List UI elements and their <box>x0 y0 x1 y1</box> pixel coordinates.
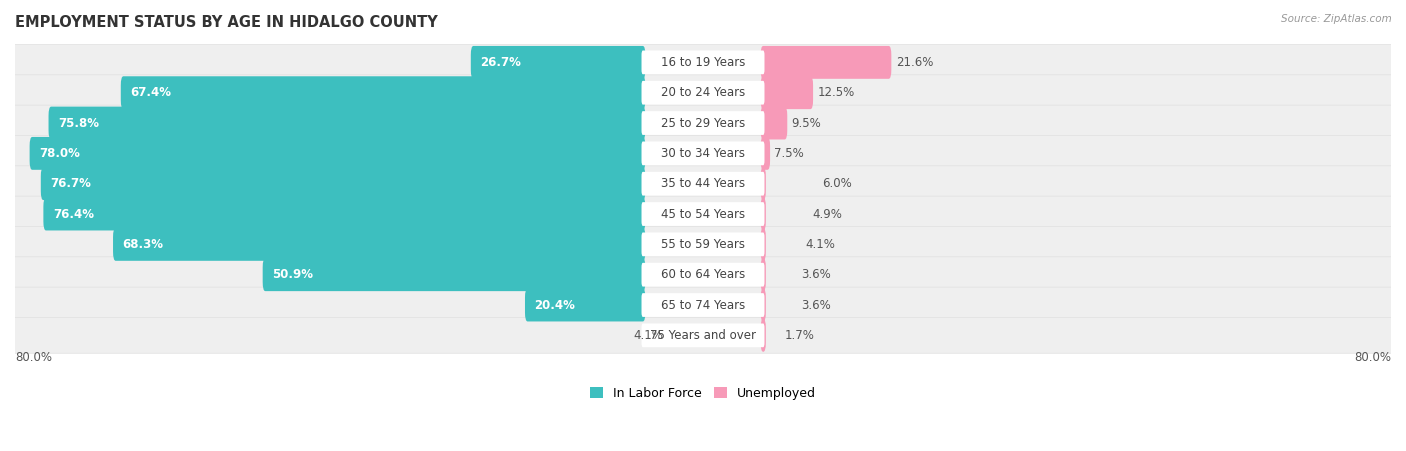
FancyBboxPatch shape <box>8 75 1398 110</box>
FancyBboxPatch shape <box>8 196 1398 232</box>
Text: 75.8%: 75.8% <box>58 116 98 129</box>
FancyBboxPatch shape <box>121 76 645 109</box>
FancyBboxPatch shape <box>641 51 765 74</box>
Text: 55 to 59 Years: 55 to 59 Years <box>661 238 745 251</box>
FancyBboxPatch shape <box>8 287 1398 323</box>
FancyBboxPatch shape <box>524 289 645 322</box>
FancyBboxPatch shape <box>641 232 765 256</box>
Text: Source: ZipAtlas.com: Source: ZipAtlas.com <box>1281 14 1392 23</box>
FancyBboxPatch shape <box>8 226 1398 262</box>
FancyBboxPatch shape <box>761 106 787 139</box>
Text: 16 to 19 Years: 16 to 19 Years <box>661 56 745 69</box>
FancyBboxPatch shape <box>641 142 765 165</box>
Text: 20.4%: 20.4% <box>534 299 575 312</box>
Text: EMPLOYMENT STATUS BY AGE IN HIDALGO COUNTY: EMPLOYMENT STATUS BY AGE IN HIDALGO COUN… <box>15 15 437 30</box>
Text: 80.0%: 80.0% <box>1354 351 1391 364</box>
Text: 26.7%: 26.7% <box>481 56 522 69</box>
FancyBboxPatch shape <box>761 137 770 170</box>
FancyBboxPatch shape <box>8 257 1398 293</box>
Text: 20 to 24 Years: 20 to 24 Years <box>661 86 745 99</box>
FancyBboxPatch shape <box>263 258 645 291</box>
FancyBboxPatch shape <box>112 228 645 261</box>
FancyBboxPatch shape <box>761 289 766 322</box>
FancyBboxPatch shape <box>641 172 765 196</box>
FancyBboxPatch shape <box>44 198 645 230</box>
Text: 67.4%: 67.4% <box>131 86 172 99</box>
FancyBboxPatch shape <box>8 105 1398 141</box>
Text: 50.9%: 50.9% <box>273 268 314 281</box>
Text: 21.6%: 21.6% <box>896 56 934 69</box>
FancyBboxPatch shape <box>641 323 765 347</box>
FancyBboxPatch shape <box>641 111 765 135</box>
Text: 30 to 34 Years: 30 to 34 Years <box>661 147 745 160</box>
Text: 75 Years and over: 75 Years and over <box>650 329 756 342</box>
Text: 6.0%: 6.0% <box>821 177 852 190</box>
Text: 25 to 29 Years: 25 to 29 Years <box>661 116 745 129</box>
FancyBboxPatch shape <box>641 263 765 286</box>
Text: 12.5%: 12.5% <box>817 86 855 99</box>
FancyBboxPatch shape <box>761 198 766 230</box>
FancyBboxPatch shape <box>641 81 765 105</box>
Text: 45 to 54 Years: 45 to 54 Years <box>661 207 745 221</box>
FancyBboxPatch shape <box>30 137 645 170</box>
FancyBboxPatch shape <box>49 106 645 139</box>
FancyBboxPatch shape <box>761 76 813 109</box>
Text: 65 to 74 Years: 65 to 74 Years <box>661 299 745 312</box>
Text: 76.7%: 76.7% <box>51 177 91 190</box>
Text: 76.4%: 76.4% <box>53 207 94 221</box>
FancyBboxPatch shape <box>761 167 766 200</box>
FancyBboxPatch shape <box>641 202 765 226</box>
FancyBboxPatch shape <box>8 318 1398 353</box>
FancyBboxPatch shape <box>8 45 1398 80</box>
FancyBboxPatch shape <box>761 258 766 291</box>
Text: 78.0%: 78.0% <box>39 147 80 160</box>
Text: 80.0%: 80.0% <box>15 351 52 364</box>
Text: 1.7%: 1.7% <box>785 329 814 342</box>
FancyBboxPatch shape <box>471 46 645 79</box>
Text: 68.3%: 68.3% <box>122 238 163 251</box>
FancyBboxPatch shape <box>761 228 766 261</box>
FancyBboxPatch shape <box>761 319 766 352</box>
FancyBboxPatch shape <box>8 135 1398 171</box>
Text: 7.5%: 7.5% <box>775 147 804 160</box>
Text: 9.5%: 9.5% <box>792 116 821 129</box>
FancyBboxPatch shape <box>761 46 891 79</box>
Legend: In Labor Force, Unemployed: In Labor Force, Unemployed <box>585 382 821 405</box>
Text: 60 to 64 Years: 60 to 64 Years <box>661 268 745 281</box>
Text: 4.1%: 4.1% <box>806 238 835 251</box>
Text: 4.9%: 4.9% <box>813 207 842 221</box>
Text: 4.1%: 4.1% <box>634 329 664 342</box>
FancyBboxPatch shape <box>641 293 765 317</box>
FancyBboxPatch shape <box>41 167 645 200</box>
Text: 3.6%: 3.6% <box>801 299 831 312</box>
Text: 35 to 44 Years: 35 to 44 Years <box>661 177 745 190</box>
Text: 3.6%: 3.6% <box>801 268 831 281</box>
FancyBboxPatch shape <box>8 166 1398 202</box>
